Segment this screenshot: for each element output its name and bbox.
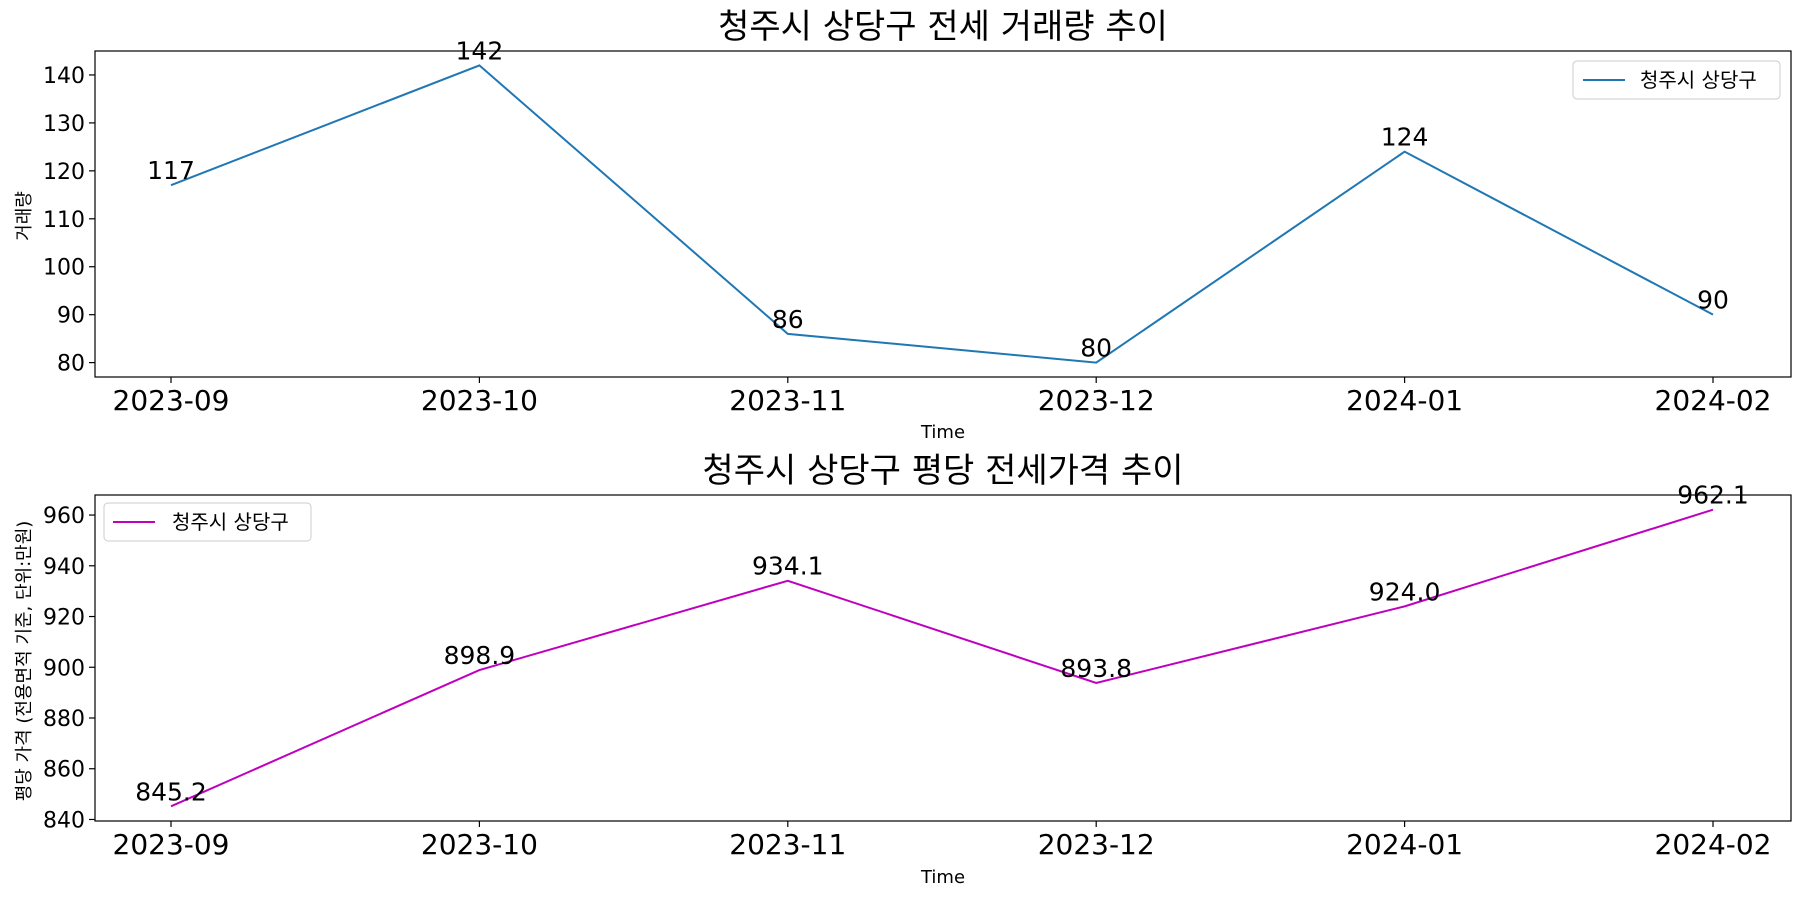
data-label: 86	[772, 305, 804, 334]
data-label: 898.9	[444, 641, 516, 670]
x-tick-label: 2024-01	[1346, 384, 1463, 417]
plot-area-frame	[94, 494, 1792, 822]
x-tick-label: 2023-09	[113, 384, 230, 417]
legend-label: 청주시 상당구	[172, 510, 289, 534]
y-axis: 80 90 100 110 120 130 140	[43, 64, 95, 377]
data-label: 124	[1381, 123, 1429, 152]
y-axis-label: 거래량	[14, 191, 35, 241]
y-tick-label: 90	[57, 304, 85, 329]
legend-box	[1572, 60, 1781, 100]
series-group	[170, 508, 1714, 808]
data-label: 893.8	[1060, 654, 1132, 683]
legend: 청주시 상당구	[103, 502, 312, 542]
y-tick-label: 840	[43, 808, 85, 833]
chart-price-per-pyeong: 청주시 상당구 평당 전세가격 추이 평당 가격 (전용면적 기준, 단위:만원…	[14, 451, 1792, 888]
data-label: 962.1	[1677, 481, 1749, 510]
y-tick-label: 900	[43, 656, 85, 681]
plot-area-frame	[94, 50, 1792, 378]
data-label: 142	[456, 36, 504, 65]
series-line	[170, 64, 1714, 364]
chart-title: 청주시 상당구 전세 거래량 추이	[718, 7, 1168, 47]
data-labels: 117 142 86 80 124 90	[147, 36, 1729, 362]
legend: 청주시 상당구	[1572, 60, 1781, 100]
y-tick-label: 940	[43, 555, 85, 580]
y-tick-label: 920	[43, 606, 85, 631]
y-tick-label: 80	[57, 352, 85, 377]
y-tick-label: 860	[43, 758, 85, 783]
x-tick-label: 2024-02	[1655, 828, 1772, 861]
y-tick-label: 880	[43, 707, 85, 732]
series-line	[170, 508, 1714, 808]
data-label: 924.0	[1369, 577, 1441, 606]
x-tick-label: 2023-12	[1038, 828, 1155, 861]
y-tick-label: 960	[43, 504, 85, 529]
x-tick-label: 2024-01	[1346, 828, 1463, 861]
legend-box	[103, 502, 312, 542]
x-axis: 2023-09 2023-10 2023-11 2023-12 2024-01 2024-…	[113, 377, 1772, 417]
y-axis: 840 860 880 900 920 940 960	[43, 504, 95, 833]
data-label: 90	[1697, 286, 1729, 315]
y-tick-label: 100	[43, 256, 85, 281]
data-label: 845.2	[135, 777, 207, 806]
data-label: 934.1	[752, 552, 824, 581]
x-axis: 2023-09 2023-10 2023-11 2023-12 2024-01 2024-…	[113, 821, 1772, 861]
y-tick-label: 130	[43, 112, 85, 137]
chart-title: 청주시 상당구 평당 전세가격 추이	[702, 451, 1183, 491]
x-tick-label: 2023-12	[1038, 384, 1155, 417]
x-tick-label: 2023-11	[729, 384, 846, 417]
chart-transaction-volume: 청주시 상당구 전세 거래량 추이 거래량 Time 80 90 100 110 120…	[14, 7, 1792, 443]
x-tick-label: 2023-10	[421, 828, 538, 861]
data-label: 117	[147, 156, 195, 185]
data-label: 80	[1080, 334, 1112, 363]
y-tick-label: 110	[43, 208, 85, 233]
y-axis-label: 평당 가격 (전용면적 기준, 단위:만원)	[14, 521, 35, 802]
data-labels: 845.2 898.9 934.1 893.8 924.0 962.1	[135, 481, 1749, 807]
series-group	[170, 64, 1714, 364]
x-axis-label: Time	[920, 422, 965, 443]
x-tick-label: 2024-02	[1655, 384, 1772, 417]
x-axis-label: Time	[920, 867, 965, 888]
legend-label: 청주시 상당구	[1640, 68, 1757, 92]
y-tick-label: 140	[43, 64, 85, 89]
y-tick-label: 120	[43, 160, 85, 185]
x-tick-label: 2023-10	[421, 384, 538, 417]
x-tick-label: 2023-11	[729, 828, 846, 861]
x-tick-label: 2023-09	[113, 828, 230, 861]
